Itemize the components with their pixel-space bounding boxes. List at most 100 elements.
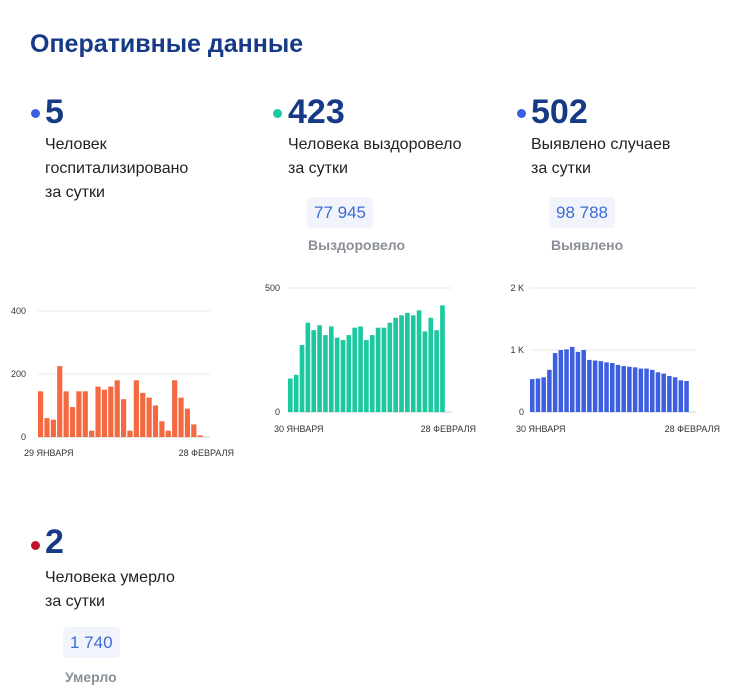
- bar: [121, 399, 127, 437]
- bar: [311, 330, 317, 412]
- died-desc-line1: Человека умерло: [45, 569, 175, 586]
- died-value: 2: [45, 523, 64, 561]
- hospitalized-desc-line1: Человек: [45, 136, 107, 153]
- bar: [340, 340, 346, 412]
- bar: [530, 379, 535, 412]
- bar: [552, 353, 558, 412]
- bar: [369, 335, 375, 412]
- bar: [422, 331, 428, 412]
- bar: [434, 330, 439, 412]
- bar: [133, 380, 139, 437]
- bar: [82, 391, 88, 437]
- bar: [393, 317, 398, 412]
- bar: [293, 374, 299, 412]
- bar: [416, 310, 422, 412]
- detected-desc-line1: Выявлено случаев: [531, 136, 671, 153]
- bar: [69, 407, 76, 437]
- status-dot: [517, 109, 526, 118]
- bar: [364, 340, 369, 412]
- status-dot: [273, 109, 282, 118]
- detected-desc-line2: за сутки: [531, 160, 591, 177]
- bar: [558, 350, 564, 412]
- bar: [440, 305, 445, 412]
- y-tick-label: 200: [11, 369, 26, 379]
- bar: [328, 326, 334, 412]
- bar: [323, 335, 328, 412]
- bar: [381, 327, 387, 412]
- status-dot: [31, 541, 40, 550]
- recovered-total-label: Выздоровело: [308, 237, 406, 253]
- bar: [638, 368, 644, 412]
- bar: [661, 373, 666, 412]
- bar: [63, 391, 69, 437]
- hospitalized-desc-line3: за сутки: [45, 184, 105, 201]
- bar: [428, 317, 434, 412]
- bar: [197, 435, 203, 437]
- bar: [89, 430, 95, 437]
- y-tick-label: 400: [11, 306, 26, 316]
- bar: [535, 378, 541, 412]
- bar: [346, 335, 352, 412]
- bar: [581, 350, 586, 412]
- y-tick-label: 500: [265, 283, 280, 293]
- bar: [114, 380, 120, 437]
- y-tick-label: 1 K: [510, 345, 524, 355]
- y-tick-label: 0: [21, 432, 26, 442]
- bar: [140, 392, 146, 437]
- x-tick-label-end: 28 ФЕВРАЛЯ: [665, 424, 720, 434]
- recovered-desc-line1: Человека выздоровело: [288, 136, 462, 153]
- bar: [288, 378, 293, 412]
- bar: [127, 430, 133, 437]
- recovered-total-badge: 77 945: [307, 197, 373, 228]
- bar: [44, 418, 50, 437]
- hospitalized-desc-line2: госпитализировано: [45, 160, 189, 177]
- bar: [564, 349, 569, 412]
- bar: [57, 366, 63, 438]
- bar: [165, 430, 171, 437]
- bar: [621, 366, 626, 412]
- x-tick-label-start: 29 ЯНВАРЯ: [24, 448, 74, 458]
- bar: [575, 351, 581, 412]
- detected-total-badge: 98 788: [549, 197, 615, 228]
- page-title: Оперативные данные: [30, 30, 304, 58]
- bar: [570, 346, 575, 412]
- died-total-label: Умерло: [65, 669, 117, 685]
- bar: [541, 377, 546, 412]
- bar: [305, 322, 311, 412]
- bar: [38, 391, 44, 437]
- bar: [610, 363, 615, 412]
- died-desc-line2: за сутки: [45, 593, 105, 610]
- y-tick-label: 0: [275, 407, 280, 417]
- status-dot: [31, 109, 40, 118]
- bar: [184, 408, 191, 437]
- detected-chart: 0 1 K 2 K 30 ЯНВАРЯ 28 ФЕВРАЛЯ: [510, 283, 720, 434]
- recovered-desc-line2: за сутки: [288, 160, 348, 177]
- hospitalized-value: 5: [45, 93, 64, 131]
- bar: [101, 389, 108, 437]
- bar: [615, 364, 621, 412]
- x-tick-label-start: 30 ЯНВАРЯ: [274, 424, 324, 434]
- bar: [76, 391, 82, 437]
- bar: [587, 359, 592, 412]
- x-tick-label-end: 28 ФЕВРАЛЯ: [179, 448, 234, 458]
- bar: [95, 386, 101, 437]
- bar: [592, 360, 598, 412]
- bar: [152, 405, 159, 437]
- hospitalized-chart: 0 200 400 29 ЯНВАРЯ 28 ФЕВРАЛЯ: [11, 306, 234, 458]
- bar: [352, 327, 358, 412]
- x-tick-label-end: 28 ФЕВРАЛЯ: [421, 424, 476, 434]
- died-total-badge: 1 740: [63, 627, 120, 658]
- bar: [299, 345, 305, 412]
- y-tick-label: 0: [519, 407, 524, 417]
- detected-total-label: Выявлено: [551, 237, 624, 253]
- recovered-value: 423: [288, 93, 345, 131]
- bar: [410, 315, 416, 412]
- bar: [644, 368, 649, 412]
- detected-value: 502: [531, 93, 588, 131]
- bar: [375, 327, 381, 412]
- bar: [627, 366, 632, 412]
- bar: [317, 325, 322, 412]
- bar: [108, 386, 114, 437]
- bar: [655, 372, 661, 412]
- bar: [172, 380, 178, 437]
